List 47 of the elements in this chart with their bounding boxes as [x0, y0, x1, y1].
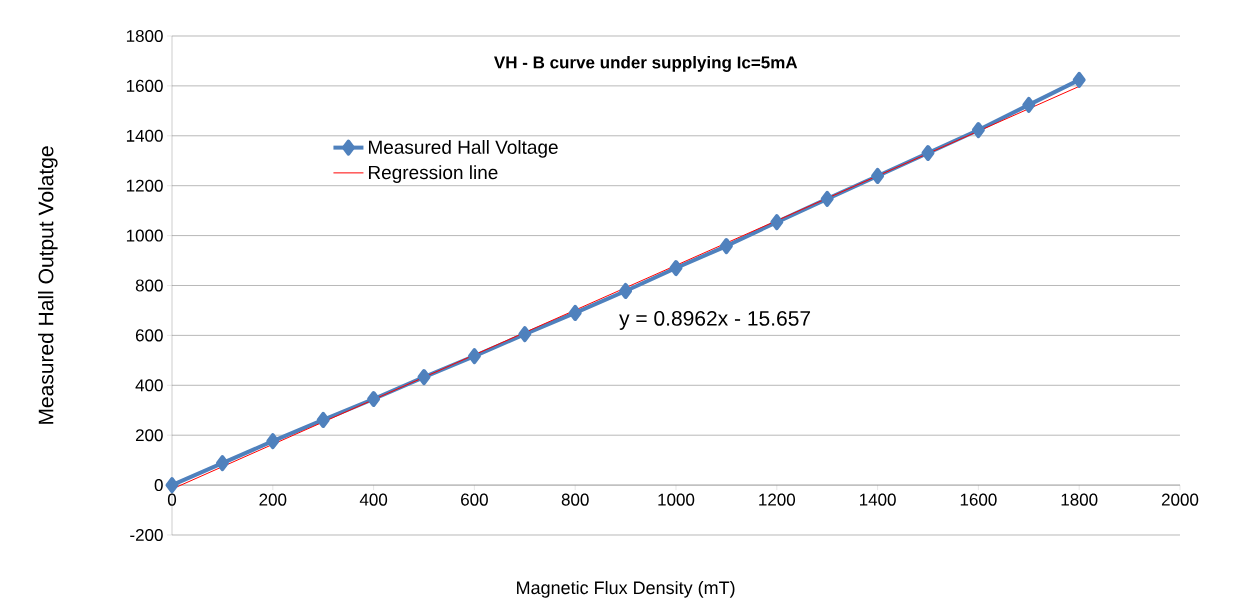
- point: [165, 477, 179, 494]
- point: [417, 369, 431, 386]
- y-tick-label: 1800: [126, 29, 163, 43]
- point: [971, 122, 985, 139]
- x-tick-label: 400: [359, 493, 388, 506]
- point: [316, 411, 330, 428]
- point: [467, 348, 481, 365]
- legend-label: Measured Hall Voltage: [368, 139, 558, 158]
- y-axis-title: Measured Hall Output Volatge: [38, 146, 58, 424]
- y-tick-label: 400: [135, 379, 163, 392]
- point: [719, 238, 733, 255]
- text: VH - B curve under supplying Ic=5mA: [494, 55, 798, 72]
- point: [1022, 96, 1036, 113]
- y-tick-label: -200: [130, 528, 163, 542]
- x-tick-label: 2000: [1161, 493, 1199, 506]
- y-tick-label: 1000: [126, 229, 163, 242]
- point: [669, 260, 683, 277]
- y-tick-label: 1200: [126, 179, 163, 192]
- annotation: y = 0.8962x - 15.657: [619, 310, 811, 330]
- x-axis-title: Magnetic Flux Density (mT): [517, 580, 735, 598]
- point: [820, 190, 834, 207]
- y-tick-label: 600: [135, 329, 163, 342]
- x-tick-label: 1800: [1061, 493, 1098, 506]
- x-tick-label: 200: [259, 493, 287, 506]
- y-tick-label: 1400: [126, 129, 163, 142]
- point: [568, 304, 582, 321]
- legend-label: Regression line: [368, 165, 498, 183]
- point: [871, 167, 885, 184]
- x-tick-label: 800: [561, 493, 589, 506]
- x-tick-label: 1200: [759, 493, 796, 506]
- point: [215, 455, 229, 472]
- y-tick-label: 0: [154, 479, 163, 492]
- point: [266, 433, 280, 450]
- x-tick-label: 1600: [960, 493, 997, 506]
- x-tick-label: 600: [461, 493, 488, 506]
- point: [921, 145, 935, 162]
- point: [770, 214, 784, 231]
- x-tick-label: 0: [167, 493, 177, 506]
- x-tick-label: 1000: [658, 493, 695, 506]
- y-tick-label: 1600: [126, 79, 163, 92]
- point: [518, 326, 532, 343]
- point: [367, 391, 381, 408]
- y-tick-label: 200: [135, 429, 163, 442]
- point: [619, 282, 633, 299]
- x-tick-label: 1400: [859, 493, 896, 506]
- y-tick-label: 800: [135, 279, 163, 292]
- point: [1072, 71, 1086, 88]
